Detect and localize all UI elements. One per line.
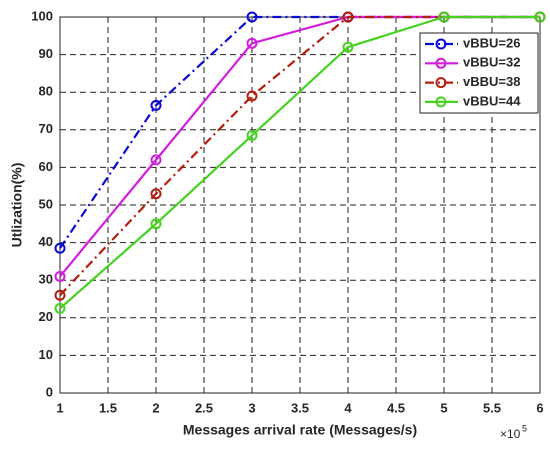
data-point xyxy=(150,99,162,111)
y-tick-label: 40 xyxy=(39,234,53,249)
y-tick-label: 100 xyxy=(31,8,53,23)
legend-label: vBBU=38 xyxy=(463,74,520,89)
data-point xyxy=(342,11,354,23)
data-point xyxy=(438,11,450,23)
y-axis-label: Utlization(%) xyxy=(9,163,25,248)
x-tick-label: 6 xyxy=(536,400,543,415)
data-point xyxy=(54,302,66,314)
data-point xyxy=(150,154,162,166)
x-tick-label: 3 xyxy=(248,400,255,415)
data-point xyxy=(54,242,66,254)
x-tick-label: 2 xyxy=(152,400,159,415)
x-tick-label: 3.5 xyxy=(291,400,309,415)
y-tick-label: 70 xyxy=(39,121,53,136)
x-tick-label: 5 xyxy=(440,400,447,415)
legend-label: vBBU=44 xyxy=(463,93,521,108)
legend-label: vBBU=32 xyxy=(463,55,520,70)
x-exponent: 5 xyxy=(522,423,527,433)
data-point xyxy=(246,11,258,23)
legend-box xyxy=(419,32,539,114)
x-axis-label: Messages arrival rate (Messages/s) xyxy=(183,422,417,438)
data-point xyxy=(246,90,258,102)
legend-marker xyxy=(435,57,447,69)
x-tick-label: 2.5 xyxy=(195,400,213,415)
data-point xyxy=(246,37,258,49)
x-tick-label: 1.5 xyxy=(99,400,117,415)
data-point xyxy=(54,289,66,301)
x-tick-label: 4 xyxy=(344,400,352,415)
series-line xyxy=(59,15,540,249)
legend-label: vBBU=26 xyxy=(463,35,520,50)
y-tick-label: 10 xyxy=(39,347,53,362)
legend-marker xyxy=(435,77,447,89)
y-tick-label: 90 xyxy=(39,46,53,61)
y-tick-label: 30 xyxy=(39,272,53,287)
data-point xyxy=(342,41,354,53)
data-point xyxy=(54,270,66,282)
legend-marker xyxy=(435,96,447,108)
y-tick-label: 80 xyxy=(39,84,53,99)
x-tick-label: 5.5 xyxy=(483,400,501,415)
x-tick-label: 1 xyxy=(56,400,63,415)
y-tick-label: 20 xyxy=(39,309,53,324)
data-point xyxy=(534,11,546,23)
series-line xyxy=(59,15,540,310)
x-multiplier: ×10 xyxy=(500,427,521,441)
y-tick-label: 60 xyxy=(39,159,53,174)
data-point xyxy=(150,188,162,200)
x-tick-label: 4.5 xyxy=(387,400,405,415)
data-point xyxy=(150,218,162,230)
y-tick-label: 50 xyxy=(39,196,53,211)
legend-marker xyxy=(435,38,447,50)
y-tick-label: 0 xyxy=(46,384,53,399)
data-point xyxy=(246,129,258,141)
